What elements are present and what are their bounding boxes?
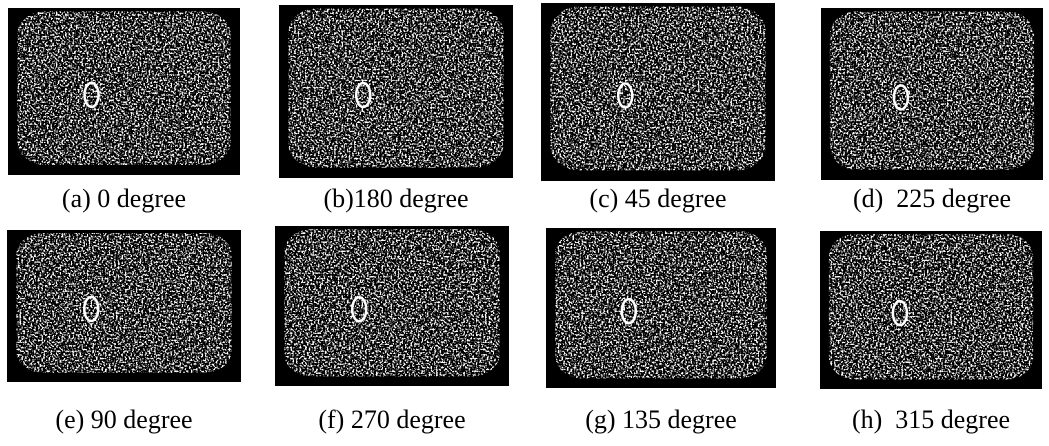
- edge-map: [17, 11, 231, 165]
- caption: (d) 225 degree: [853, 184, 1011, 213]
- panel: (a) 0 degree: [8, 8, 240, 213]
- panel: (g) 135 degree: [546, 228, 776, 434]
- panel: (b)180 degree: [279, 5, 513, 213]
- edge-map: [16, 233, 232, 373]
- caption: (c) 45 degree: [589, 184, 726, 213]
- edge-map: [288, 8, 504, 168]
- panel: (c) 45 degree: [541, 3, 775, 213]
- optic-disc: [83, 81, 100, 109]
- optic-disc: [82, 295, 100, 323]
- panel: (f) 270 degree: [275, 226, 509, 434]
- optic-disc: [354, 81, 372, 109]
- edge-map: [828, 234, 1034, 380]
- optic-disc: [350, 295, 368, 323]
- optic-disc: [616, 82, 634, 109]
- caption: (b)180 degree: [323, 184, 468, 213]
- optic-disc: [892, 84, 910, 111]
- caption: (e) 90 degree: [55, 405, 192, 434]
- edge-map: [550, 6, 766, 171]
- edge-map: [555, 231, 767, 379]
- edge-map: [829, 11, 1035, 170]
- edge-map: [284, 229, 500, 377]
- caption: (h) 315 degree: [852, 405, 1010, 434]
- panel: (e) 90 degree: [7, 230, 241, 434]
- caption: (a) 0 degree: [62, 184, 186, 213]
- caption: (f) 270 degree: [318, 405, 465, 434]
- panel: (h) 315 degree: [820, 231, 1042, 434]
- caption: (g) 135 degree: [585, 405, 737, 434]
- panel: (d) 225 degree: [821, 8, 1043, 213]
- optic-disc: [620, 297, 638, 325]
- optic-disc: [891, 299, 909, 327]
